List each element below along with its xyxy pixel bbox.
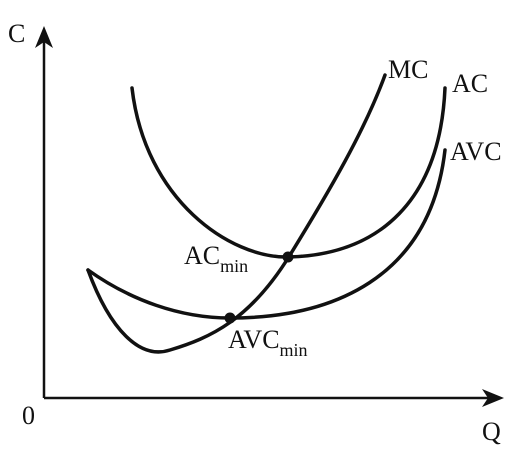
point-label-sub: min [280,340,308,360]
point-label-main: AC [184,241,220,270]
mc-curve [86,73,387,354]
origin-label: 0 [22,401,35,430]
point-label: AVCmin [228,325,308,360]
point-label-main: AVC [228,325,280,354]
ac-min-point [282,251,294,263]
avc-min-point [224,312,236,324]
curve-label: AC [452,69,488,98]
avc-curve [86,148,447,320]
x-axis-label: Q [482,417,501,446]
y-arrow [35,26,53,48]
point-label: ACmin [184,241,248,276]
curve-label: MC [388,55,428,84]
y-axis-label: C [8,19,25,48]
x-arrow [482,389,504,407]
curve-label: AVC [450,137,502,166]
point-label-sub: min [220,256,248,276]
